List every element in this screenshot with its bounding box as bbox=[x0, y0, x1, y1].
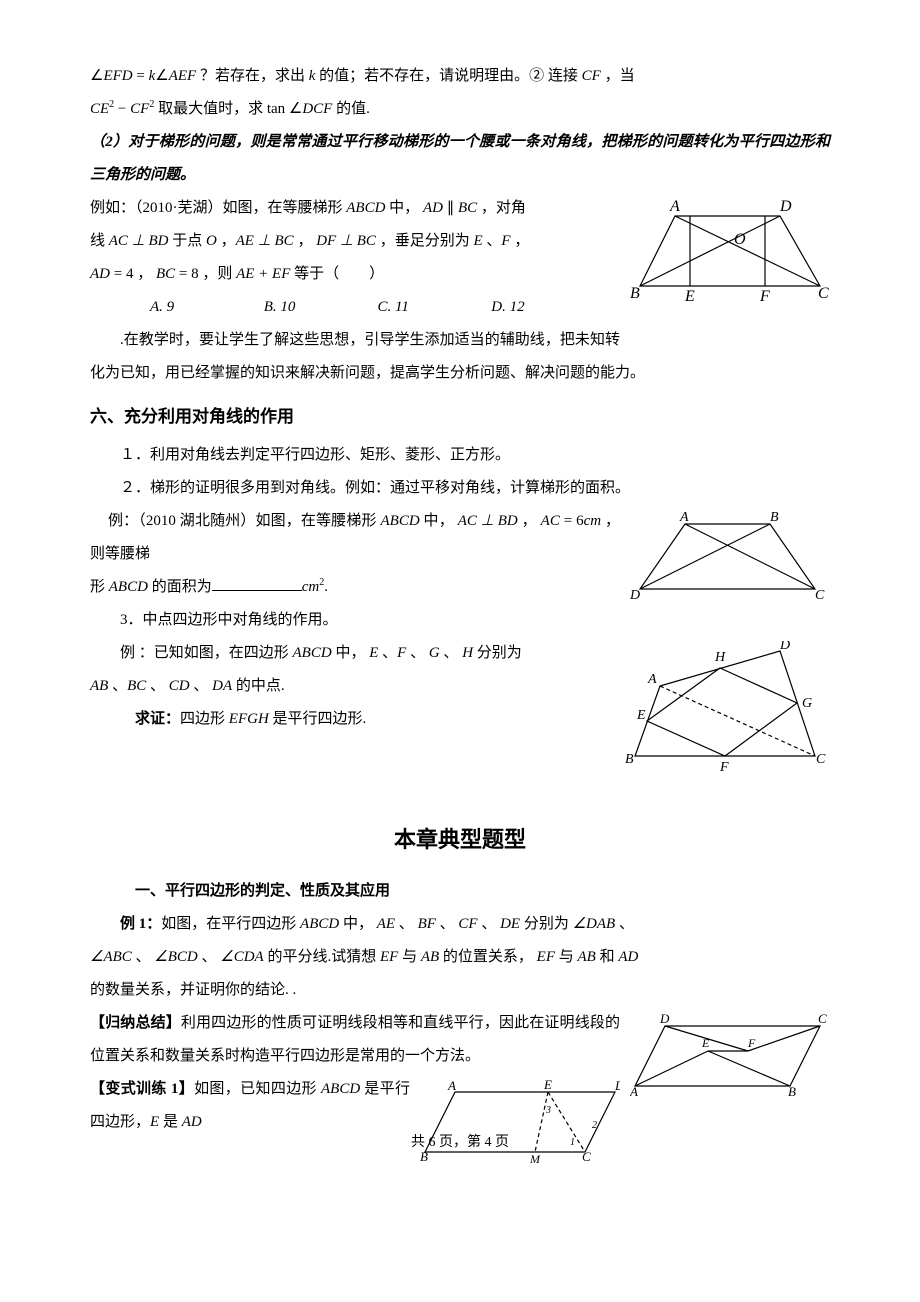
svg-text:H: H bbox=[714, 650, 726, 665]
figure-trapezoid-2: A B D C bbox=[630, 509, 830, 622]
figure-midpoint-quad: A D C B E H G F bbox=[620, 641, 830, 794]
para-trapezoid-note: （2）对于梯形的问题，则是常常通过平行移动梯形的一个腰或一条对角线，把梯形的问题… bbox=[90, 126, 830, 192]
svg-text:F: F bbox=[747, 1036, 756, 1050]
svg-text:B: B bbox=[630, 285, 640, 302]
option-d: D. 12 bbox=[461, 291, 571, 324]
svg-text:D: D bbox=[630, 588, 640, 603]
text: 的值；若不存在，请说明理由。② 连接 bbox=[315, 68, 581, 84]
teaching-note: .在教学时，要让学生了解这些思想，引导学生添加适当的辅助线，把未知转化为已知，用… bbox=[90, 324, 830, 390]
svg-text:C: C bbox=[818, 285, 829, 302]
svg-text:B: B bbox=[788, 1084, 796, 1099]
expr-ce2: CE2 − CF2 bbox=[90, 101, 154, 117]
svg-text:E: E bbox=[684, 288, 695, 305]
point-2: ２．梯形的证明很多用到对角线。例如：通过平移对角线，计算梯形的面积。 bbox=[90, 472, 830, 505]
svg-text:B: B bbox=[770, 510, 779, 525]
figure-trapezoid-abcd: A D B C O E F bbox=[630, 196, 830, 329]
svg-text:A: A bbox=[647, 672, 657, 687]
svg-text:C: C bbox=[818, 1011, 827, 1026]
topic-1-title: 一、平行四边形的判定、性质及其应用 bbox=[90, 875, 830, 908]
svg-text:D: D bbox=[779, 198, 792, 215]
text: 的值. bbox=[332, 101, 370, 117]
svg-text:D: D bbox=[614, 1078, 620, 1093]
page-footer: 共 6 页，第 4 页 bbox=[0, 1128, 920, 1159]
figure-parallelogram-ef: D C A B E F bbox=[630, 1011, 830, 1114]
svg-text:G: G bbox=[802, 696, 812, 711]
option-b: B. 10 bbox=[234, 291, 344, 324]
svg-text:E: E bbox=[543, 1077, 552, 1092]
svg-text:B: B bbox=[625, 752, 634, 767]
text: ，当 bbox=[601, 68, 635, 84]
svg-text:D: D bbox=[659, 1011, 670, 1026]
point-1: １．利用对角线去判定平行四边形、矩形、菱形、正方形。 bbox=[90, 439, 830, 472]
section-6-title: 六、充分利用对角线的作用 bbox=[90, 398, 830, 435]
svg-text:E: E bbox=[701, 1036, 710, 1050]
text: ？若存在，求出 bbox=[196, 68, 309, 84]
text: 取最大值时，求 tan ∠ bbox=[154, 101, 302, 117]
option-c: C. 11 bbox=[348, 291, 458, 324]
svg-text:A: A bbox=[447, 1078, 456, 1093]
chapter-title: 本章典型题型 bbox=[90, 816, 830, 864]
para-continued-1: ∠EFD = k∠AEF ？若存在，求出 k 的值；若不存在，请说明理由。② 连… bbox=[90, 60, 830, 93]
svg-text:C: C bbox=[816, 752, 826, 767]
svg-text:A: A bbox=[679, 510, 689, 525]
para-continued-2: CE2 − CF2 取最大值时，求 tan ∠DCF 的值. bbox=[90, 93, 830, 126]
exA-line2: ∠ABC 、 ∠BCD 、 ∠CDA 的平分线.试猜想 EF 与 AB 的位置关… bbox=[90, 941, 830, 974]
angle-dcf: DCF bbox=[302, 101, 332, 117]
svg-text:O: O bbox=[734, 231, 746, 248]
svg-text:A: A bbox=[669, 198, 680, 215]
angle-efd: ∠EFD = k∠AEF bbox=[90, 68, 196, 84]
seg-cf: CF bbox=[582, 68, 601, 84]
exA-line1: 例 1：如图，在平行四边形 ABCD 中， AE 、 BF 、 CF 、 DE … bbox=[90, 908, 830, 941]
svg-text:F: F bbox=[759, 288, 770, 305]
svg-text:D: D bbox=[779, 641, 790, 653]
svg-text:F: F bbox=[719, 760, 729, 775]
svg-text:3: 3 bbox=[545, 1105, 551, 1116]
svg-text:A: A bbox=[630, 1084, 638, 1099]
option-a: A. 9 bbox=[120, 291, 230, 324]
blank-fill bbox=[212, 590, 302, 591]
svg-text:E: E bbox=[636, 708, 646, 723]
svg-text:C: C bbox=[815, 588, 825, 603]
exA-line3: 的数量关系，并证明你的结论. . bbox=[90, 974, 830, 1007]
